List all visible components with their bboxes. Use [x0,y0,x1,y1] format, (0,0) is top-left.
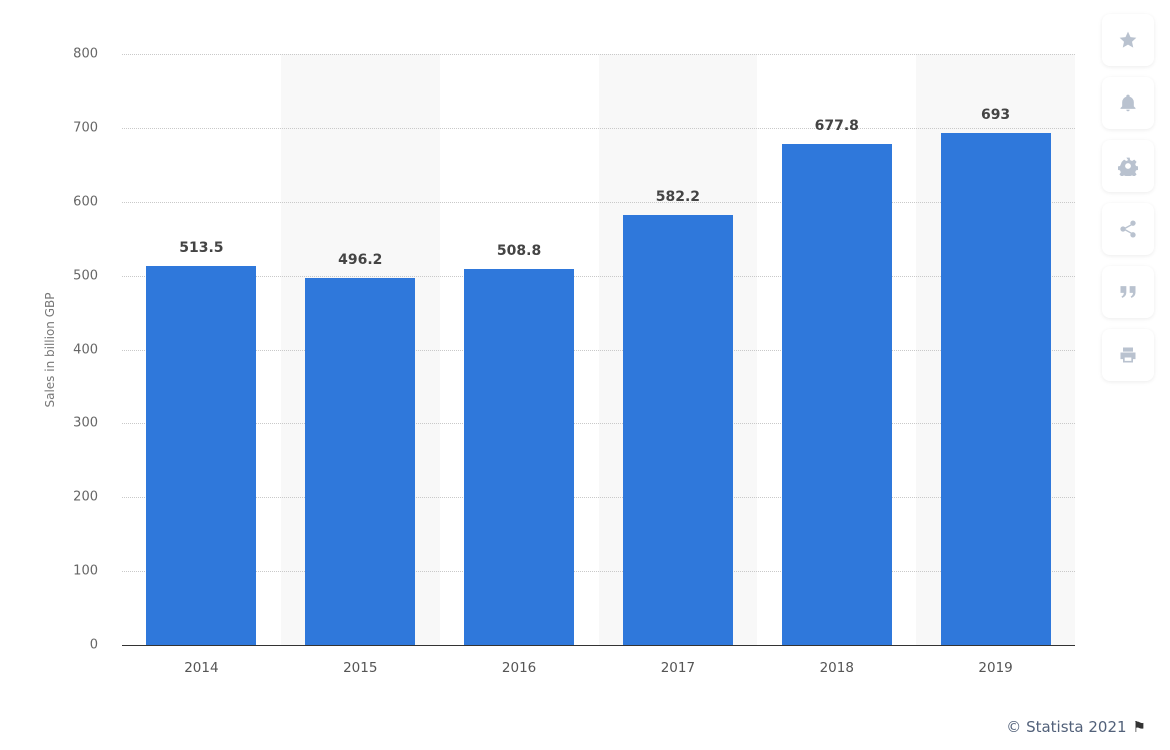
star-icon [1119,31,1137,48]
bell-icon [1120,94,1136,112]
x-tick-label: 2018 [819,660,854,676]
settings-button[interactable] [1102,140,1154,192]
flag-icon: ⚑ [1132,718,1146,736]
gridline [122,571,1075,573]
y-tick-label: 600 [73,194,98,210]
gridline [122,275,1075,277]
x-tick-label: 2016 [501,660,537,676]
x-tick-label: 2014 [184,660,219,676]
gridline [122,349,1075,351]
cite-button[interactable] [1102,266,1154,318]
gridline [122,54,1075,55]
plot-area [122,54,1075,645]
y-tick-label: 0 [89,637,98,653]
y-tick-label: 800 [73,46,98,62]
gridline [122,423,1075,425]
y-tick-label: 700 [73,120,98,136]
x-tick-label: 2019 [978,660,1013,676]
data-label: 677.8 [814,118,859,135]
data-label: 693 [980,107,1011,124]
bar-2019[interactable] [940,133,1051,645]
y-tick-label: 500 [73,268,98,284]
data-label: 513.5 [179,239,224,256]
y-tick-label: 100 [73,563,98,579]
printer-icon [1120,347,1136,363]
y-axis-label: Sales in billion GBP [43,292,57,408]
gear-icon [1118,157,1138,176]
y-tick-label: 300 [73,415,98,431]
quote-icon [1120,286,1136,298]
statista-credit[interactable]: © Statista 2021 ⚑ [1006,718,1146,736]
share-icon [1120,220,1136,238]
share-button[interactable] [1102,203,1154,255]
x-tick-label: 2015 [343,660,378,676]
data-label: 582.2 [655,188,701,205]
favorite-button[interactable] [1102,14,1154,66]
y-tick-label: 200 [73,489,98,505]
print-button[interactable] [1102,329,1154,381]
bar-2014[interactable] [146,265,257,645]
y-tick-label: 400 [73,342,98,357]
gridline [122,497,1075,499]
bar-2015[interactable] [305,278,416,645]
data-label: 508.8 [496,243,542,260]
x-tick-label: 2017 [660,660,696,676]
credit-text: © Statista 2021 [1006,718,1127,736]
data-label: 496.2 [338,252,383,269]
notification-button[interactable] [1102,77,1154,129]
x-axis-line [122,645,1075,646]
gridline [122,201,1075,203]
bar-2017[interactable] [622,214,733,645]
bar-2018[interactable] [781,144,892,645]
gridline [122,127,1075,129]
bar-2016[interactable] [464,269,575,645]
